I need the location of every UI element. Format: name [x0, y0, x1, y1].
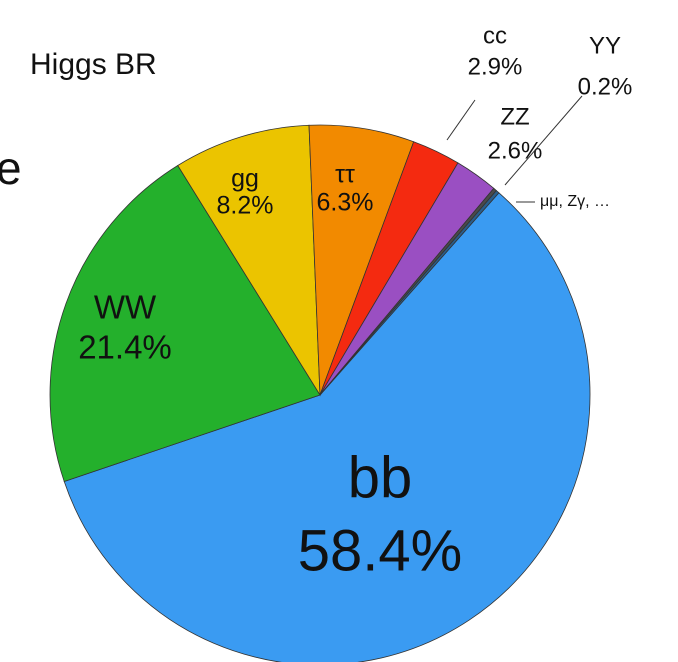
leader-line [504, 95, 583, 186]
slice-value-label: 2.9% [468, 53, 523, 80]
slice-label: bb [348, 445, 413, 510]
pie-slice [63, 192, 591, 662]
slice-value-label: 8.2% [217, 192, 274, 220]
pie-slice [177, 124, 321, 397]
slice-label: cc [483, 22, 507, 49]
chart-title: Higgs BR [30, 48, 157, 81]
slice-label: gg [231, 165, 259, 193]
slice-label: YY [589, 32, 621, 59]
pie-slice [49, 164, 321, 482]
cut-text: e [0, 142, 22, 194]
slice-label: μμ, Zγ, … [540, 193, 610, 210]
slice-value-label: 2.6% [488, 137, 543, 164]
slice-label: ZZ [500, 103, 529, 130]
slice-value-label: 58.4% [298, 518, 462, 583]
slice-label: ττ [335, 161, 355, 189]
pie-slice [319, 189, 500, 396]
slice-label: WW [94, 289, 157, 326]
slice-value-label: 21.4% [78, 329, 172, 366]
slice-value-label: 0.2% [578, 73, 633, 100]
slice-value-label: 6.3% [317, 189, 374, 217]
leader-line [446, 99, 476, 141]
